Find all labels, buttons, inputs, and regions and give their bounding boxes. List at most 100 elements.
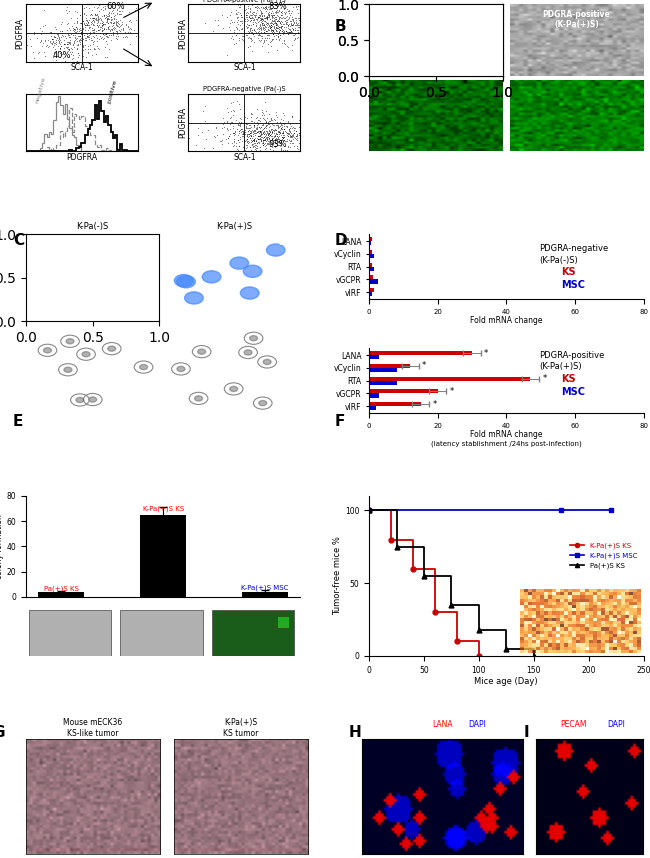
Point: [65, 35, 75, 49]
Point: [282, 131, 293, 145]
Point: [109, 9, 119, 23]
Point: [73, 50, 83, 63]
Point: [282, 17, 293, 31]
Point: [236, 117, 246, 130]
Point: [249, 120, 259, 134]
Point: [88, 25, 98, 39]
Circle shape: [263, 360, 271, 365]
Point: [228, 105, 239, 118]
Point: [283, 130, 293, 143]
Point: [278, 25, 289, 39]
Point: [293, 23, 304, 37]
Point: [278, 27, 288, 41]
Point: [295, 123, 306, 136]
Point: [260, 0, 270, 14]
Point: [279, 122, 289, 136]
Point: [85, 20, 96, 33]
Point: [49, 30, 60, 44]
Point: [244, 123, 254, 136]
Point: [295, 24, 306, 38]
Point: [277, 126, 287, 140]
Point: [229, 144, 240, 158]
Point: [274, 32, 284, 45]
Point: [74, 23, 85, 37]
Point: [252, 116, 263, 130]
Point: [285, 117, 295, 130]
Bar: [140, 515, 186, 597]
Point: [100, 51, 110, 64]
Point: [225, 122, 235, 136]
Point: [51, 27, 62, 40]
Point: [276, 136, 286, 149]
Point: [276, 22, 287, 36]
Point: [257, 122, 268, 136]
Point: [266, 9, 277, 22]
Text: PDGRA-negative: PDGRA-negative: [540, 244, 608, 253]
Point: [244, 140, 255, 154]
Circle shape: [266, 244, 285, 257]
Point: [250, 12, 261, 26]
Point: [109, 21, 120, 34]
Point: [109, 18, 119, 32]
Point: [103, 8, 113, 21]
Point: [251, 16, 261, 30]
Point: [253, 21, 263, 34]
Point: [259, 126, 270, 140]
Point: [275, 136, 285, 150]
Point: [259, 144, 270, 158]
Point: [109, 15, 119, 29]
Point: [270, 127, 281, 141]
Point: [266, 2, 277, 15]
Point: [95, 29, 105, 43]
Point: [99, 11, 110, 25]
Point: [116, 18, 126, 32]
Text: K-Pa(+)S MSC: K-Pa(+)S MSC: [241, 584, 289, 590]
Point: [270, 139, 281, 153]
Point: [295, 139, 306, 153]
Point: [265, 9, 276, 22]
Point: [118, 0, 128, 11]
Point: [267, 126, 278, 140]
Point: [271, 12, 281, 26]
Point: [99, 22, 109, 36]
Point: [284, 133, 294, 147]
Title: PDGFRA-positive (Pa(+)S: PDGFRA-positive (Pa(+)S: [203, 0, 286, 3]
Point: [265, 21, 275, 34]
Point: [211, 122, 222, 136]
Point: [295, 129, 306, 142]
Point: [257, 12, 268, 26]
Point: [254, 21, 265, 35]
Point: [261, 33, 271, 47]
K-Pa(+)S MSC: [606, 505, 614, 516]
Point: [283, 18, 293, 32]
Point: [286, 17, 296, 31]
Point: [253, 15, 263, 29]
Point: [271, 144, 281, 158]
Point: [295, 124, 306, 137]
Point: [222, 49, 232, 63]
Point: [102, 15, 112, 28]
Point: [265, 15, 275, 29]
Point: [246, 129, 256, 142]
Point: [103, 15, 113, 29]
Point: [257, 106, 268, 119]
Point: [240, 127, 250, 141]
Point: [246, 144, 256, 158]
Point: [272, 21, 283, 35]
Point: [98, 24, 108, 38]
Point: [257, 103, 268, 117]
Point: [242, 0, 252, 11]
Point: [277, 4, 287, 18]
Point: [271, 5, 281, 19]
Point: [262, 12, 272, 26]
Point: [83, 42, 94, 56]
Point: [281, 2, 292, 15]
Point: [262, 11, 272, 25]
Point: [266, 2, 277, 15]
Point: [46, 29, 56, 43]
Point: [266, 34, 276, 48]
Point: [88, 23, 99, 37]
Point: [245, 121, 255, 135]
Point: [294, 129, 304, 142]
Point: [233, 0, 243, 11]
